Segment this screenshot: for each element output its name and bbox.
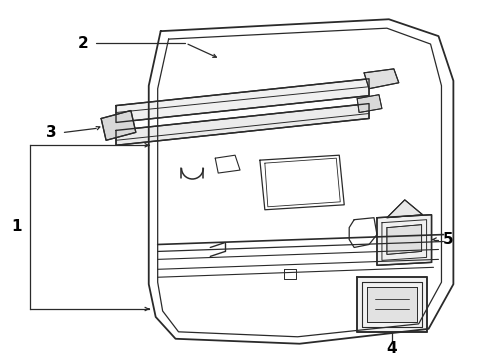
Polygon shape (357, 95, 382, 113)
Polygon shape (377, 215, 432, 265)
Text: 2: 2 (78, 36, 89, 50)
Polygon shape (116, 104, 369, 145)
Text: 5: 5 (443, 232, 454, 247)
Polygon shape (357, 277, 427, 332)
Polygon shape (387, 225, 421, 255)
Polygon shape (367, 287, 416, 322)
Polygon shape (116, 79, 369, 122)
Text: 3: 3 (46, 125, 57, 140)
Text: 1: 1 (11, 219, 22, 234)
Polygon shape (101, 111, 136, 140)
Polygon shape (387, 200, 422, 218)
Polygon shape (364, 69, 399, 89)
Text: 4: 4 (387, 341, 397, 356)
